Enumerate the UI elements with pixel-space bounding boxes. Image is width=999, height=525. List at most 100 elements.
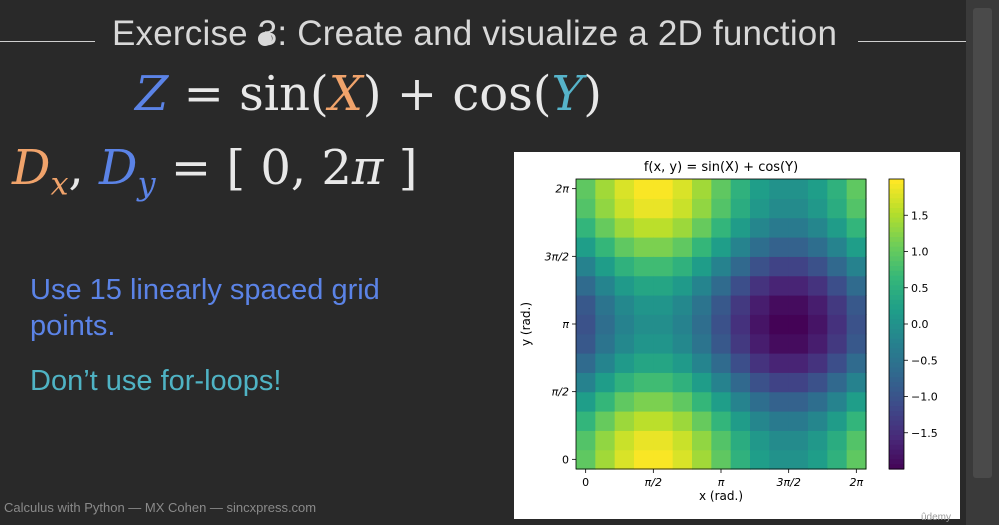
heatmap-cell bbox=[672, 314, 693, 335]
title-rule-right bbox=[858, 41, 966, 42]
heatmap-cell bbox=[576, 198, 596, 219]
colorbar-segment bbox=[889, 406, 904, 412]
heatmap-cell bbox=[595, 275, 616, 296]
heatmap-cell bbox=[788, 391, 809, 412]
heatmap-cell bbox=[692, 198, 712, 219]
heatmap-cell bbox=[595, 237, 616, 257]
heatmap-cell bbox=[576, 314, 596, 335]
colorbar-segment bbox=[889, 324, 904, 330]
heatmap-cell bbox=[692, 295, 712, 315]
colorbar-segment bbox=[889, 435, 904, 441]
heatmap-cell bbox=[769, 275, 790, 296]
heatmap-cell bbox=[846, 333, 867, 354]
colorbar-segment bbox=[889, 270, 904, 277]
heatmap-cell bbox=[711, 256, 732, 277]
heatmap-cell bbox=[634, 237, 654, 257]
chart-title: f(x, y) = sin(X) + cos(Y) bbox=[644, 160, 798, 175]
colorbar-segment bbox=[889, 222, 904, 228]
heatmap-cell bbox=[808, 198, 828, 219]
colorbar-segment bbox=[889, 193, 904, 199]
eq-dy: D bbox=[99, 140, 138, 196]
heatmap-cell bbox=[692, 237, 712, 257]
colorbar-segment bbox=[889, 425, 904, 431]
heatmap-cell bbox=[614, 333, 635, 354]
colorbar-segment bbox=[889, 280, 904, 286]
heatmap-cell bbox=[692, 353, 712, 373]
colorbar-segment bbox=[889, 343, 904, 349]
colorbar-segment bbox=[889, 386, 904, 393]
heatmap-cell bbox=[808, 314, 828, 335]
heatmap-cell bbox=[846, 217, 867, 238]
heatmap-cell bbox=[692, 411, 712, 431]
x-tick-label: 2π bbox=[850, 476, 864, 489]
heatmap-cell bbox=[788, 411, 809, 431]
heatmap-cell bbox=[808, 449, 828, 470]
heatmap-cell bbox=[711, 217, 732, 238]
heatmap-cell bbox=[653, 217, 674, 238]
colorbar-segment bbox=[889, 377, 904, 383]
colorbar-segment bbox=[889, 440, 904, 446]
heatmap-cell bbox=[576, 333, 596, 354]
mouse-cursor-icon bbox=[258, 32, 272, 46]
heatmap-cell bbox=[730, 430, 751, 451]
heatmap-cell bbox=[711, 198, 732, 219]
colorbar-segment bbox=[889, 227, 904, 233]
heatmap-cell bbox=[711, 179, 732, 199]
heatmap-cell bbox=[808, 411, 828, 431]
heatmap-cell bbox=[730, 372, 751, 393]
heatmap-cell bbox=[769, 237, 790, 257]
heatmap-cell bbox=[711, 411, 732, 431]
heatmap-cell bbox=[692, 391, 712, 412]
heatmap-cell bbox=[595, 449, 616, 470]
heatmap-cell bbox=[788, 198, 809, 219]
heatmap-cell bbox=[808, 372, 828, 393]
colorbar-segment bbox=[889, 396, 904, 402]
heatmap-cell bbox=[614, 217, 635, 238]
heatmap-cell bbox=[653, 275, 674, 296]
colorbar-segment bbox=[889, 266, 904, 272]
heatmap-cell bbox=[827, 275, 848, 296]
heatmap-cell bbox=[827, 237, 848, 257]
colorbar-segment bbox=[889, 353, 904, 359]
slide: Exercise 3: Create and visualize a 2D fu… bbox=[0, 14, 966, 519]
heatmap-cell bbox=[750, 256, 770, 277]
heatmap-cell bbox=[614, 430, 635, 451]
heatmap-cell bbox=[750, 237, 770, 257]
heatmap-cell bbox=[634, 372, 654, 393]
heatmap-cell bbox=[808, 333, 828, 354]
heatmap-cell bbox=[788, 333, 809, 354]
heatmap-cell bbox=[788, 449, 809, 470]
heatmap-cell bbox=[653, 333, 674, 354]
heatmap-cell bbox=[692, 275, 712, 296]
note-no-loops: Don’t use for-loops! bbox=[30, 365, 282, 397]
colorbar-segment bbox=[889, 304, 904, 311]
heatmap-chart: 0 π/2 π 3π/2 2π 0 π/2 π 3π/2 2π f(x, y) = sin(X) +… bbox=[519, 160, 938, 503]
heatmap-cell bbox=[576, 256, 596, 277]
colorbar-tick-label: 0.5 bbox=[911, 282, 929, 295]
colorbar-segment bbox=[889, 454, 904, 460]
colorbar-segment bbox=[889, 251, 904, 257]
colorbar-segment bbox=[889, 198, 904, 204]
heatmap-cell bbox=[730, 237, 751, 257]
heatmap-cell bbox=[711, 314, 732, 335]
scrollbar-thumb[interactable] bbox=[973, 8, 992, 478]
colorbar-tick-label: 1.5 bbox=[911, 209, 929, 222]
y-tick-label: π/2 bbox=[552, 386, 569, 399]
heatmap-cell bbox=[750, 411, 770, 431]
heatmap-cell bbox=[711, 391, 732, 412]
heatmap-cell bbox=[692, 430, 712, 451]
heatmap-cell bbox=[750, 333, 770, 354]
colorbar-segment bbox=[889, 183, 904, 190]
eq-dx: D bbox=[12, 140, 51, 196]
heatmap-cell bbox=[769, 411, 790, 431]
heatmap-cell bbox=[750, 314, 770, 335]
heatmap-cell bbox=[750, 449, 770, 470]
heatmap-cell bbox=[634, 275, 654, 296]
heatmap-cell bbox=[614, 353, 635, 373]
heatmap-cell bbox=[788, 179, 809, 199]
heatmap-cell bbox=[672, 179, 693, 199]
colorbar-segment bbox=[889, 256, 904, 262]
heatmap-cell bbox=[769, 179, 790, 199]
eq-close: ) bbox=[583, 66, 602, 122]
heatmap-cell bbox=[576, 353, 596, 373]
